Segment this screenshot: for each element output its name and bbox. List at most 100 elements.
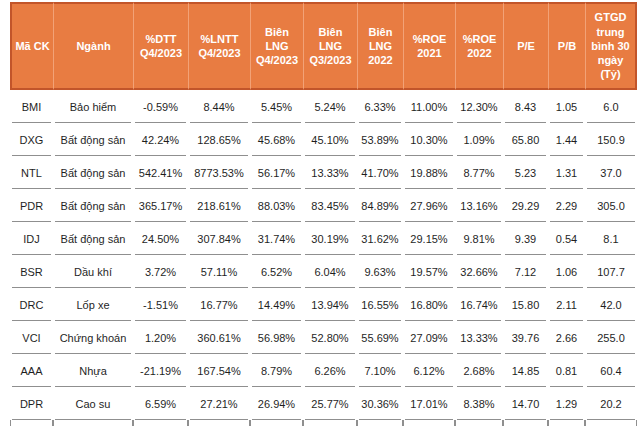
cell-dtt-q4-2023: 42.24% (133, 123, 188, 156)
cell-dtt-q4-2023: -21.19% (133, 354, 188, 387)
cell-lntt-q4-2023: 8773.53% (188, 156, 250, 189)
cell-bien-lng-q3-2023: 30.19% (303, 222, 357, 255)
cell-cutoff (133, 420, 188, 426)
cell-lntt-q4-2023: 27.21% (188, 387, 250, 420)
cell-roe-2022: 13.16% (455, 189, 503, 222)
cell-pb: 1.05 (548, 90, 585, 123)
cell-gtgd: 8.1 (585, 222, 637, 255)
cell-bien-lng-q3-2023: 13.33% (303, 156, 357, 189)
cell-ma-ck: BMI (10, 90, 53, 123)
cell-bien-lng-2022: 16.55% (357, 288, 403, 321)
table-row-bmi: BMIBảo hiểm-0.59%8.44%5.45%5.24%6.33%11.… (10, 90, 637, 123)
cell-cutoff (303, 420, 357, 426)
cell-lntt-q4-2023: 218.61% (188, 189, 250, 222)
cell-nganh: Bảo hiểm (53, 90, 133, 123)
cell-pe: 8.43 (503, 90, 548, 123)
cell-bien-lng-2022: 7.10% (357, 354, 403, 387)
cell-lntt-q4-2023: 360.61% (188, 321, 250, 354)
cell-pe: 7.12 (503, 255, 548, 288)
cell-bien-lng-q4-2023: 56.98% (250, 321, 303, 354)
cell-bien-lng-2022: 41.70% (357, 156, 403, 189)
cell-nganh: Dầu khí (53, 255, 133, 288)
cell-cutoff (53, 420, 133, 426)
cell-dtt-q4-2023: 1.20% (133, 321, 188, 354)
cell-pb: 1.31 (548, 156, 585, 189)
cell-gtgd: 150.9 (585, 123, 637, 156)
cell-dtt-q4-2023: -0.59% (133, 90, 188, 123)
cell-gtgd: 255.0 (585, 321, 637, 354)
cell-bien-lng-2022: 6.33% (357, 90, 403, 123)
cell-bien-lng-2022: 30.36% (357, 387, 403, 420)
column-header-roe-2021: %ROE 2021 (403, 2, 455, 90)
cell-bien-lng-q3-2023: 83.45% (303, 189, 357, 222)
cell-cutoff (585, 420, 637, 426)
cell-gtgd: 37.0 (585, 156, 637, 189)
cell-pb: 2.29 (548, 189, 585, 222)
cell-bien-lng-q3-2023: 6.04% (303, 255, 357, 288)
cell-bien-lng-q4-2023: 26.94% (250, 387, 303, 420)
cell-dtt-q4-2023: 542.41% (133, 156, 188, 189)
cell-bien-lng-q3-2023: 52.80% (303, 321, 357, 354)
cell-pb: 2.11 (548, 288, 585, 321)
cell-cutoff (10, 420, 53, 426)
table-body: BMIBảo hiểm-0.59%8.44%5.45%5.24%6.33%11.… (10, 90, 637, 426)
cell-bien-lng-2022: 55.69% (357, 321, 403, 354)
cell-pb: 1.44 (548, 123, 585, 156)
cell-bien-lng-q4-2023: 31.74% (250, 222, 303, 255)
cell-lntt-q4-2023: 307.84% (188, 222, 250, 255)
cell-roe-2022: 13.33% (455, 321, 503, 354)
cell-bien-lng-2022: 9.63% (357, 255, 403, 288)
cell-bien-lng-q3-2023: 25.77% (303, 387, 357, 420)
cell-roe-2021: 6.12% (403, 354, 455, 387)
cell-cutoff (455, 420, 503, 426)
cell-bien-lng-q4-2023: 45.68% (250, 123, 303, 156)
cell-cutoff (250, 420, 303, 426)
cell-gtgd: 20.2 (585, 387, 637, 420)
cell-ma-ck: BSR (10, 255, 53, 288)
cell-roe-2022: 2.68% (455, 354, 503, 387)
cell-roe-2022: 8.77% (455, 156, 503, 189)
cell-ma-ck: VCI (10, 321, 53, 354)
cell-ma-ck: IDJ (10, 222, 53, 255)
column-header-bien-lng-q3-2023: Biên LNG Q3/2023 (303, 2, 357, 90)
cell-dtt-q4-2023: 24.50% (133, 222, 188, 255)
table-row-bsr: BSRDầu khí3.72%57.11%6.52%6.04%9.63%19.5… (10, 255, 637, 288)
table-row-pdr: PDRBất động sản365.17%218.61%88.03%83.45… (10, 189, 637, 222)
table-row-dxg: DXGBất động sản42.24%128.65%45.68%45.10%… (10, 123, 637, 156)
cell-nganh: Bất động sản (53, 156, 133, 189)
cell-lntt-q4-2023: 167.54% (188, 354, 250, 387)
cell-pe: 15.80 (503, 288, 548, 321)
cell-bien-lng-2022: 84.89% (357, 189, 403, 222)
cell-lntt-q4-2023: 8.44% (188, 90, 250, 123)
cell-dtt-q4-2023: 365.17% (133, 189, 188, 222)
cell-nganh: Lốp xe (53, 288, 133, 321)
cell-bien-lng-q3-2023: 6.26% (303, 354, 357, 387)
cell-dtt-q4-2023: 3.72% (133, 255, 188, 288)
cell-bien-lng-2022: 53.89% (357, 123, 403, 156)
cell-nganh: Bất động sản (53, 222, 133, 255)
cell-roe-2022: 8.38% (455, 387, 503, 420)
cell-gtgd: 60.4 (585, 354, 637, 387)
cell-roe-2022: 12.30% (455, 90, 503, 123)
table-row-cutoff (10, 420, 637, 426)
cell-nganh: Nhựa (53, 354, 133, 387)
cell-dtt-q4-2023: 6.59% (133, 387, 188, 420)
column-header-dtt-q4-2023: %DTT Q4/2023 (133, 2, 188, 90)
cell-ma-ck: PDR (10, 189, 53, 222)
table-row-aaa: AAANhựa-21.19%167.54%8.79%6.26%7.10%6.12… (10, 354, 637, 387)
cell-cutoff (503, 420, 548, 426)
cell-pe: 29.29 (503, 189, 548, 222)
cell-nganh: Bất động sản (53, 123, 133, 156)
cell-roe-2021: 19.88% (403, 156, 455, 189)
cell-bien-lng-2022: 31.62% (357, 222, 403, 255)
column-header-lntt-q4-2023: %LNTT Q4/2023 (188, 2, 250, 90)
cell-pb: 0.54 (548, 222, 585, 255)
column-header-bien-lng-2022: Biên LNG 2022 (357, 2, 403, 90)
cell-pb: 1.06 (548, 255, 585, 288)
cell-pe: 39.76 (503, 321, 548, 354)
cell-bien-lng-q4-2023: 8.79% (250, 354, 303, 387)
cell-lntt-q4-2023: 16.77% (188, 288, 250, 321)
cell-pe: 9.39 (503, 222, 548, 255)
table-row-dpr: DPRCao su6.59%27.21%26.94%25.77%30.36%17… (10, 387, 637, 420)
column-header-ma-ck: Mã CK (10, 2, 53, 90)
